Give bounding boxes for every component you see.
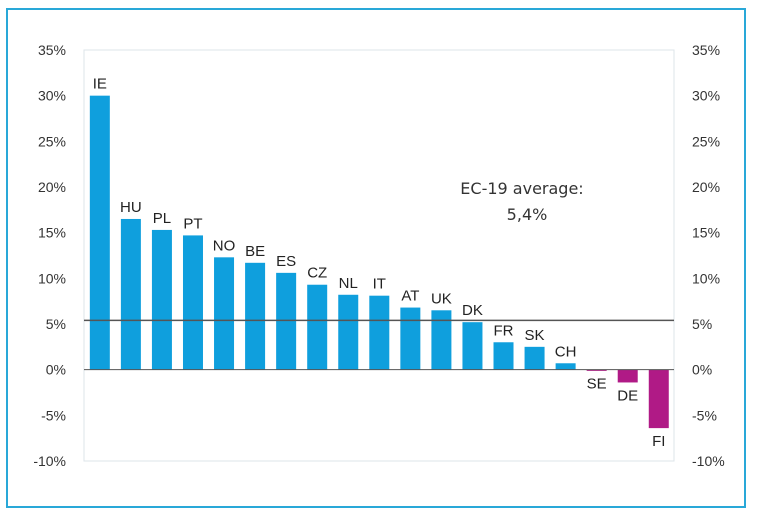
- bar-label-be: BE: [245, 243, 265, 260]
- average-line-group: [84, 319, 674, 371]
- bar-label-fr: FR: [494, 322, 514, 339]
- bar-de: [617, 369, 638, 383]
- bar-label-fi: FI: [652, 433, 665, 450]
- left-tick-label: 30%: [38, 88, 66, 104]
- bar-cz: [307, 284, 328, 370]
- right-tick-label: -10%: [692, 453, 725, 469]
- bar-label-es: ES: [276, 253, 296, 270]
- bar-label-no: NO: [213, 237, 236, 254]
- bar-label-nl: NL: [339, 275, 358, 292]
- right-tick-label: 25%: [692, 133, 720, 149]
- bar-uk: [431, 310, 452, 370]
- plot-border: [83, 49, 675, 462]
- bar-nl: [338, 294, 359, 370]
- bar-fr: [493, 342, 514, 370]
- bar-label-pl: PL: [153, 210, 171, 227]
- bar-label-ie: IE: [93, 76, 107, 93]
- left-tick-label: -5%: [41, 407, 66, 423]
- bar-hu: [120, 218, 141, 370]
- right-tick-label: 5%: [692, 316, 712, 332]
- bar-label-ch: CH: [555, 343, 577, 360]
- bar-no: [214, 257, 235, 370]
- left-tick-label: 35%: [38, 42, 66, 58]
- right-tick-label: 35%: [692, 42, 720, 58]
- left-tick-label: 20%: [38, 179, 66, 195]
- bar-label-se: SE: [587, 376, 607, 393]
- bar-label-cz: CZ: [307, 265, 327, 282]
- bars-group: [89, 95, 669, 429]
- bar-label-pt: PT: [183, 215, 202, 232]
- left-tick-label: -10%: [33, 453, 66, 469]
- bar-dk: [462, 322, 483, 370]
- average-label-line2: 5,4%: [507, 205, 548, 224]
- bar-es: [276, 272, 297, 370]
- bar-fi: [648, 369, 669, 429]
- bar-label-at: AT: [401, 288, 419, 305]
- bar-at: [400, 307, 421, 370]
- bar-label-it: IT: [373, 276, 386, 293]
- right-tick-label: 0%: [692, 362, 712, 378]
- bar-pt: [182, 235, 203, 370]
- bar-label-sk: SK: [525, 327, 545, 344]
- right-tick-label: -5%: [692, 407, 717, 423]
- right-tick-label: 10%: [692, 270, 720, 286]
- bar-label-dk: DK: [462, 302, 483, 319]
- left-tick-label: 10%: [38, 270, 66, 286]
- plot-area: [83, 49, 675, 462]
- bar-label-de: DE: [617, 387, 638, 404]
- bar-ie: [89, 95, 110, 370]
- right-tick-label: 20%: [692, 179, 720, 195]
- bar-sk: [524, 346, 545, 370]
- bar-label-uk: UK: [431, 290, 452, 307]
- left-tick-label: 0%: [46, 362, 66, 378]
- bar-ch: [555, 363, 576, 370]
- left-tick-label: 5%: [46, 316, 66, 332]
- left-tick-label: 15%: [38, 225, 66, 241]
- right-tick-label: 30%: [692, 88, 720, 104]
- category-labels: IE HU PL PT NO BE ES CZ NL IT AT UK DK FR SK CH SE DE FI: [93, 76, 666, 450]
- bar-se: [586, 369, 607, 371]
- bar-be: [245, 262, 266, 370]
- left-tick-label: 25%: [38, 133, 66, 149]
- average-label-line1: EC-19 average:: [460, 179, 583, 198]
- right-axis-ticks: 35% 30% 25% 20% 15% 10% 5% 0% -5% -10%: [692, 42, 725, 469]
- bar-label-hu: HU: [120, 199, 142, 216]
- left-axis-ticks: 35% 30% 25% 20% 15% 10% 5% 0% -5% -10%: [33, 42, 66, 469]
- right-tick-label: 15%: [692, 225, 720, 241]
- bar-pl: [151, 229, 172, 370]
- bar-it: [369, 295, 390, 370]
